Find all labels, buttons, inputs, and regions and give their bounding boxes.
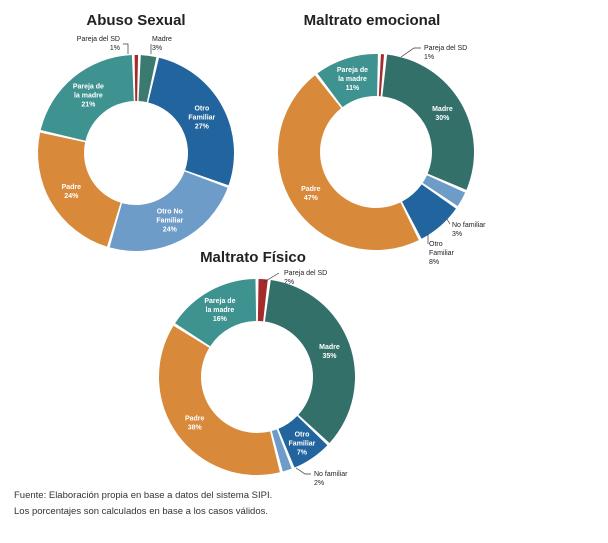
slice-label-line: Padre (62, 184, 82, 191)
slice-label-line: Familiar (429, 250, 455, 257)
slice-label-line: 24% (64, 193, 79, 200)
slice-label-line: Madre (319, 344, 340, 351)
slice-label: Pareja del SD 2% (284, 270, 327, 286)
slice-label-line: Otro (194, 106, 209, 113)
source-note: Fuente: Elaboración propia en base a dat… (14, 488, 272, 520)
donut-slice (138, 55, 157, 103)
chart-title: Maltrato emocional (304, 12, 441, 29)
slice-label-line: Pareja del SD (77, 36, 120, 43)
slice-label-line: 3% (152, 45, 162, 52)
slice-label: Pareja de la madre 21% (73, 84, 104, 109)
slice-label-line: la madre (338, 76, 367, 83)
leader-line (123, 43, 129, 54)
slice-label-line: Madre (432, 106, 453, 113)
slice-label-line: 16% (213, 316, 228, 323)
slice-label-line: la madre (74, 93, 103, 100)
slice-label: Madre 3% (152, 36, 172, 52)
donut-chart: Abuso Sexual Madre 3% Otro Familiar 27% Otro N… (38, 12, 234, 252)
donut-slice (134, 54, 139, 102)
slice-label-line: Padre (185, 415, 205, 422)
donut-slice (264, 279, 355, 443)
donut-chart: Maltrato Físico Pareja del SD 2% Madre 35% Ot… (159, 249, 355, 487)
slice-label: Madre 35% (319, 344, 340, 360)
slice-label: No familiar 3% (452, 222, 486, 238)
slice-label: Otro Familiar 8% (429, 241, 455, 266)
slice-label: Pareja del SD 1% (77, 36, 120, 52)
slice-label-line: Pareja de (337, 67, 368, 74)
slice-label-line: 1% (424, 54, 434, 61)
donut-slice (109, 171, 228, 252)
slice-label: Pareja de la madre 16% (204, 298, 235, 323)
slice-label: Otro No Familiar 24% (156, 208, 183, 233)
slice-label-line: 30% (435, 115, 450, 122)
slice-label-line: No familiar (314, 471, 348, 478)
slice-label-line: Pareja de (204, 298, 235, 305)
slice-label: Padre 38% (185, 415, 205, 431)
slice-label: Pareja de la madre 11% (337, 67, 368, 92)
slice-label-line: No familiar (452, 222, 486, 229)
donut-slice (278, 415, 328, 468)
donut-slice (378, 54, 385, 97)
slice-label-line: 2% (284, 279, 294, 286)
donut-slice (402, 184, 456, 239)
slice-label: Pareja del SD 1% (424, 45, 467, 61)
slice-label-line: 8% (429, 259, 439, 266)
donut-slice (422, 175, 466, 207)
source-note-line: Los porcentajes son calculados en base a… (14, 506, 269, 517)
slice-label-line: Pareja del SD (284, 270, 327, 277)
chart-title: Abuso Sexual (86, 12, 185, 29)
slice-label-line: Otro (429, 241, 443, 248)
source-line: Fuente: Elaboración propia en base a dat… (14, 490, 273, 501)
donut-slice (271, 429, 292, 472)
slice-label-line: la madre (206, 307, 235, 314)
slice-label: Padre 24% (62, 184, 82, 200)
slice-label-line: Otro (295, 432, 310, 439)
leader-line (400, 47, 421, 58)
slice-label-line: 47% (304, 195, 319, 202)
slice-label-line: 1% (110, 45, 120, 52)
slice-label-line: Pareja del SD (424, 45, 467, 52)
slice-label-line: 27% (195, 124, 210, 131)
slice-label-line: Otro No (157, 208, 183, 215)
slice-label-line: 3% (452, 231, 462, 238)
donut-slice (278, 75, 419, 250)
slice-label: Padre 47% (301, 186, 321, 202)
donut-slice (257, 279, 268, 322)
slice-label-line: 38% (188, 424, 203, 431)
slice-label: Otro Familiar 7% (289, 432, 316, 457)
donut-slice (382, 54, 474, 190)
slice-label-line: Familiar (188, 115, 215, 122)
slice-label: Otro Familiar 27% (188, 106, 215, 131)
slice-label: No familiar 2% (314, 471, 348, 487)
donut-slice (175, 279, 257, 347)
slice-label-line: 11% (346, 85, 360, 92)
donut-slice (38, 132, 121, 247)
slice-label-line: Familiar (289, 441, 316, 448)
slice-label-line: 7% (297, 450, 308, 457)
donut-slice (159, 325, 280, 475)
donut-slice (40, 55, 134, 141)
donut-chart: Maltrato emocional Pareja del SD 1% Madre 30… (278, 12, 486, 266)
leader-line (263, 272, 280, 283)
slice-label-line: Pareja de (73, 84, 104, 91)
slice-label-line: 2% (314, 480, 324, 487)
donut-slice (148, 57, 234, 186)
slice-label-line: Madre (152, 36, 172, 43)
slice-label-line: 21% (81, 102, 96, 109)
leader-line (295, 467, 311, 475)
donut-slice (317, 54, 378, 108)
slice-label: Madre 30% (432, 106, 453, 122)
slice-label-line: 35% (322, 353, 337, 360)
slice-label-line: Familiar (156, 217, 183, 224)
slice-label-line: Padre (301, 186, 321, 193)
chart-title: Maltrato Físico (200, 249, 306, 266)
slice-label-line: 24% (163, 226, 178, 233)
